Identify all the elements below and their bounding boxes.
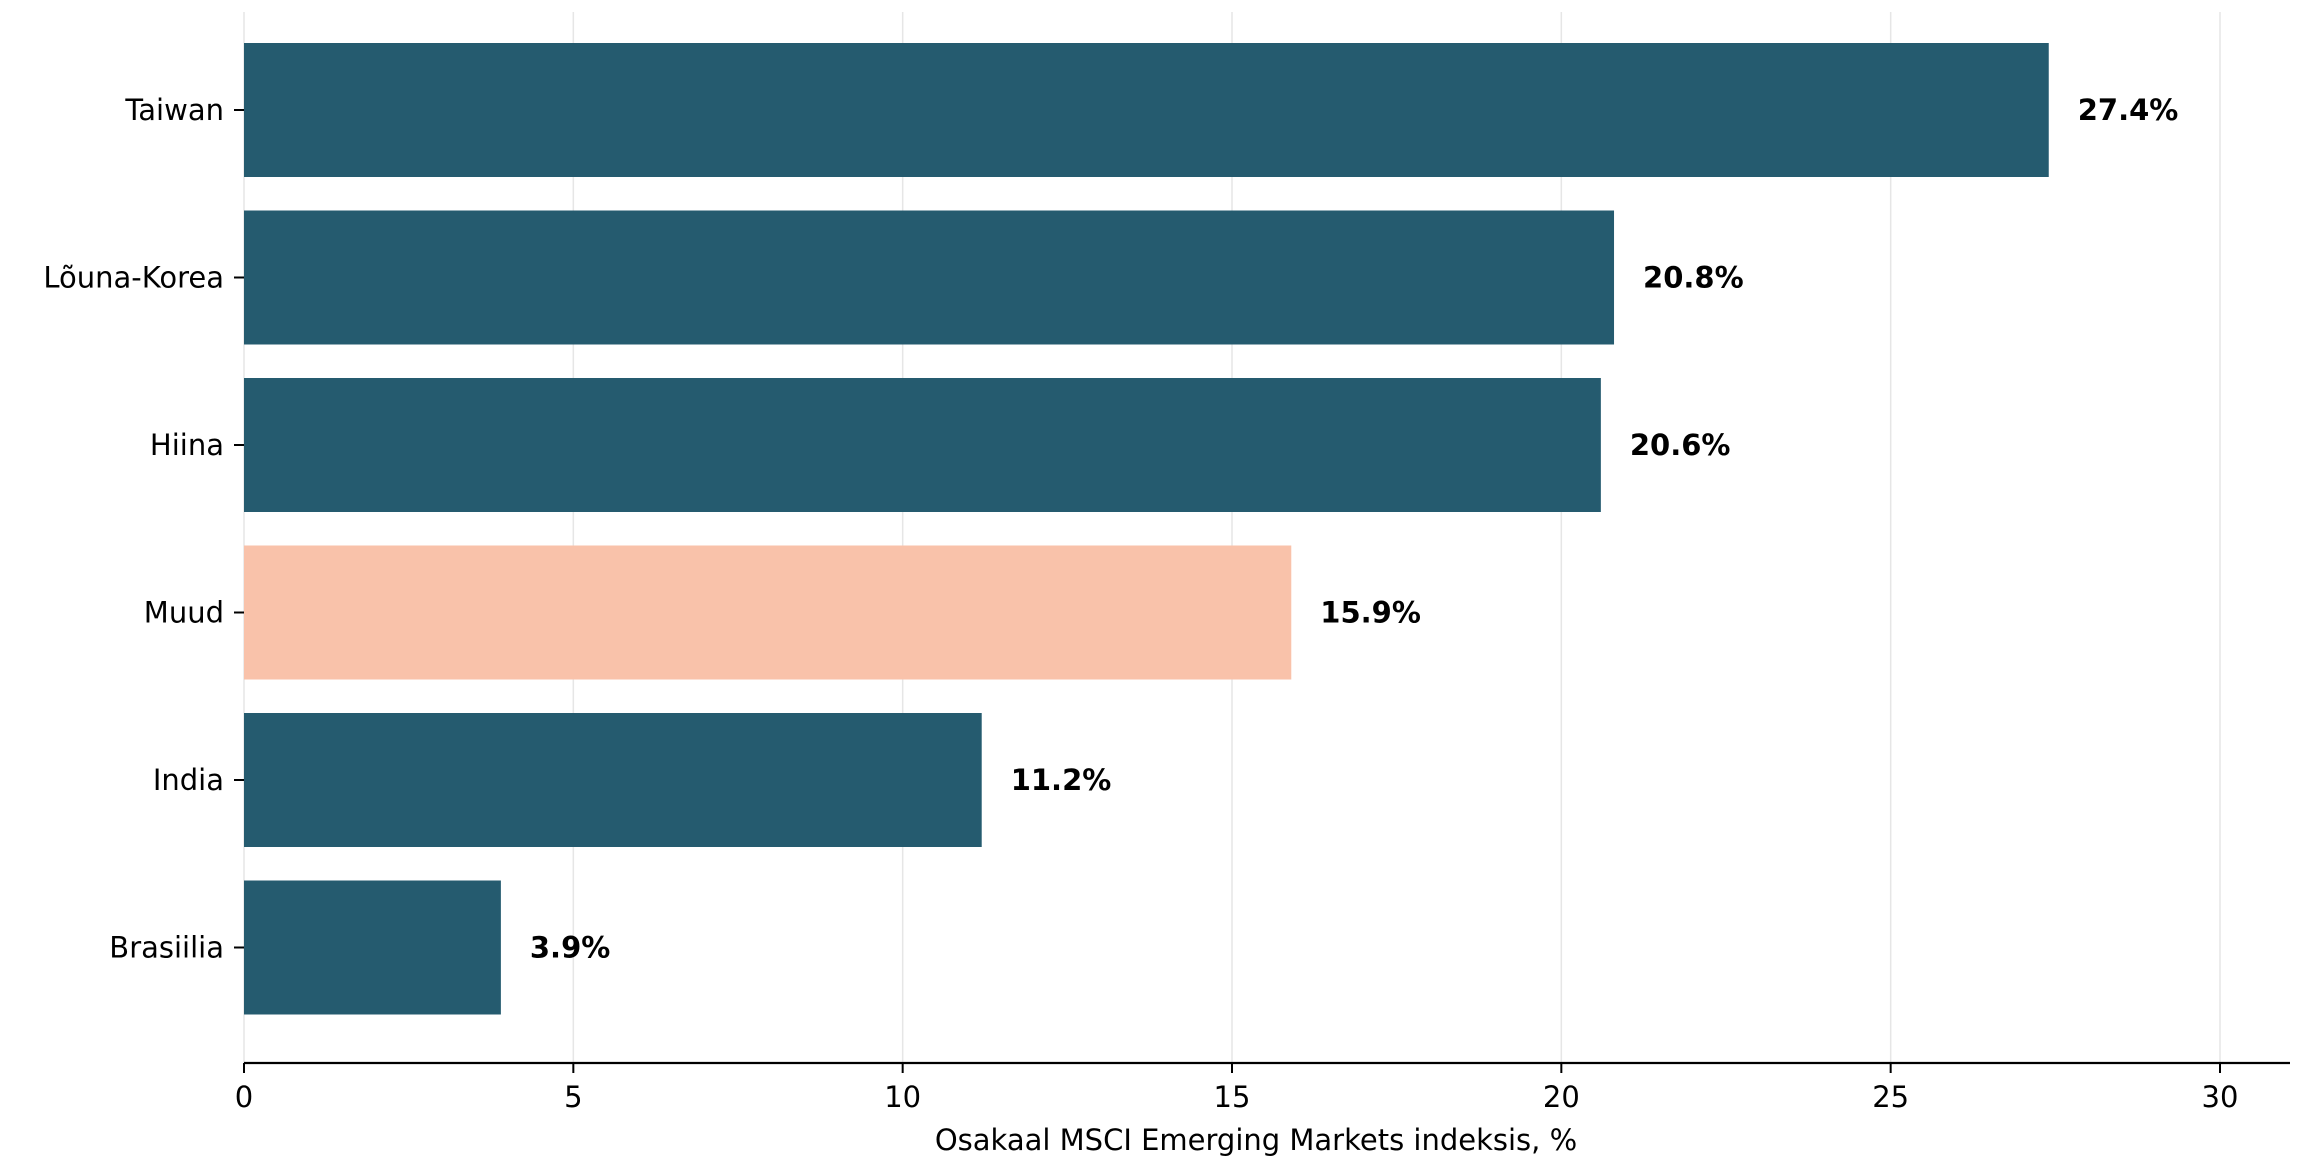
bars xyxy=(244,43,2049,1015)
x-tick-label: 30 xyxy=(2202,1080,2239,1114)
y-axis: Taiwan Lõuna-Korea Hiina Muud India Brasiilia xyxy=(43,93,244,965)
bar-india xyxy=(244,713,982,847)
x-tick-label: 0 xyxy=(235,1080,253,1114)
bar-muud xyxy=(244,545,1292,680)
y-tick-label: Muud xyxy=(144,596,224,630)
y-tick-label: Taiwan xyxy=(124,93,224,127)
y-tick-label: Hiina xyxy=(150,428,224,462)
x-tick-label: 5 xyxy=(564,1080,582,1114)
y-tick-label: Lõuna-Korea xyxy=(43,261,224,295)
bar-taiwan xyxy=(244,43,2049,177)
bar-lõuna-korea xyxy=(244,210,1615,345)
x-tick-label: 15 xyxy=(1214,1080,1251,1114)
x-tick-label: 20 xyxy=(1543,1080,1580,1114)
bar-value-label: 20.6% xyxy=(1630,428,1731,462)
x-axis: 0 5 10 15 20 25 30 xyxy=(235,1061,2290,1114)
bar-value-label: 3.9% xyxy=(530,931,610,965)
y-tick-label: India xyxy=(153,763,224,797)
bar-value-labels: 27.4% 20.8% 20.6% 15.9% 11.2% 3.9% xyxy=(530,93,2178,965)
bar-value-label: 11.2% xyxy=(1011,763,1112,797)
bar-value-label: 20.8% xyxy=(1643,261,1744,295)
x-axis-title: Osakaal MSCI Emerging Markets indeksis, … xyxy=(935,1123,1577,1157)
bar-brasiilia xyxy=(244,880,501,1015)
bar-value-label: 15.9% xyxy=(1320,596,1421,630)
y-tick-label: Brasiilia xyxy=(109,931,224,965)
bar-hiina xyxy=(244,378,1601,512)
bar-value-label: 27.4% xyxy=(2078,93,2179,127)
x-tick-label: 25 xyxy=(1872,1080,1909,1114)
x-tick-label: 10 xyxy=(884,1080,921,1114)
grid-lines xyxy=(243,12,2221,1063)
